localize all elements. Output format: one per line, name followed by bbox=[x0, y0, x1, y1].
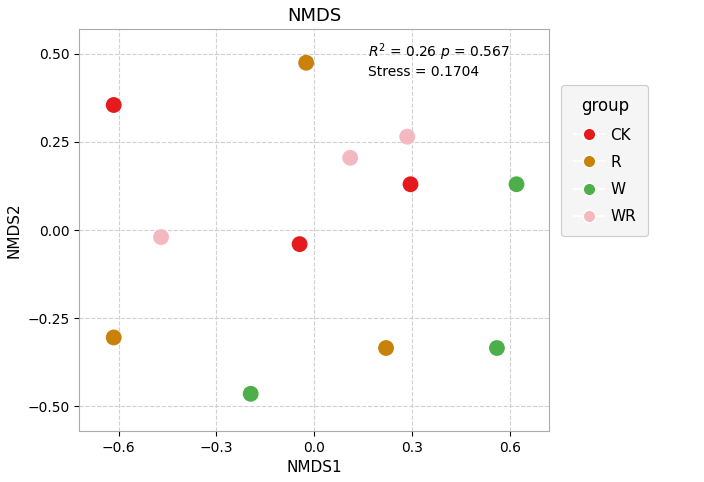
Text: $R^2$ = 0.26 $p$ = 0.567
Stress = 0.1704: $R^2$ = 0.26 $p$ = 0.567 Stress = 0.1704 bbox=[368, 41, 510, 79]
X-axis label: NMDS1: NMDS1 bbox=[287, 460, 342, 475]
Point bbox=[405, 180, 416, 188]
Legend: CK, R, W, WR: CK, R, W, WR bbox=[562, 85, 648, 237]
Point bbox=[380, 344, 391, 352]
Point bbox=[511, 180, 522, 188]
Point bbox=[294, 240, 306, 248]
Title: NMDS: NMDS bbox=[287, 7, 341, 25]
Y-axis label: NMDS2: NMDS2 bbox=[7, 202, 22, 258]
Point bbox=[401, 133, 413, 141]
Point bbox=[108, 101, 120, 109]
Point bbox=[301, 59, 312, 67]
Point bbox=[245, 390, 256, 398]
Point bbox=[344, 154, 356, 161]
Point bbox=[108, 334, 120, 341]
Point bbox=[156, 233, 167, 241]
Point bbox=[491, 344, 503, 352]
